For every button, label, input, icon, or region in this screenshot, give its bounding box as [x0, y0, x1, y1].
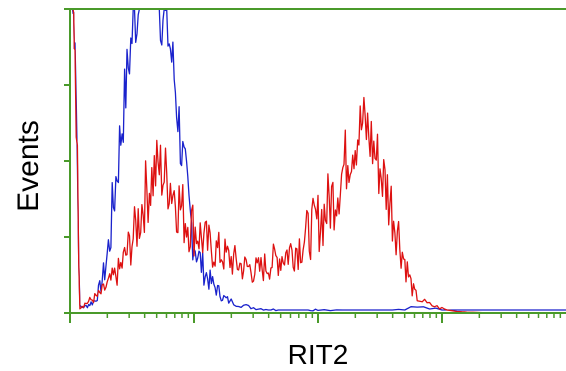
x-axis-ticks [69, 313, 562, 323]
y-axis-title: Events [12, 120, 45, 212]
series-line-2 [72, 8, 566, 314]
series-line-1 [71, 8, 566, 312]
series-layer [71, 8, 566, 314]
plot-area [64, 8, 566, 323]
x-axis-title: RIT2 [288, 339, 349, 370]
plot-background [70, 9, 566, 313]
